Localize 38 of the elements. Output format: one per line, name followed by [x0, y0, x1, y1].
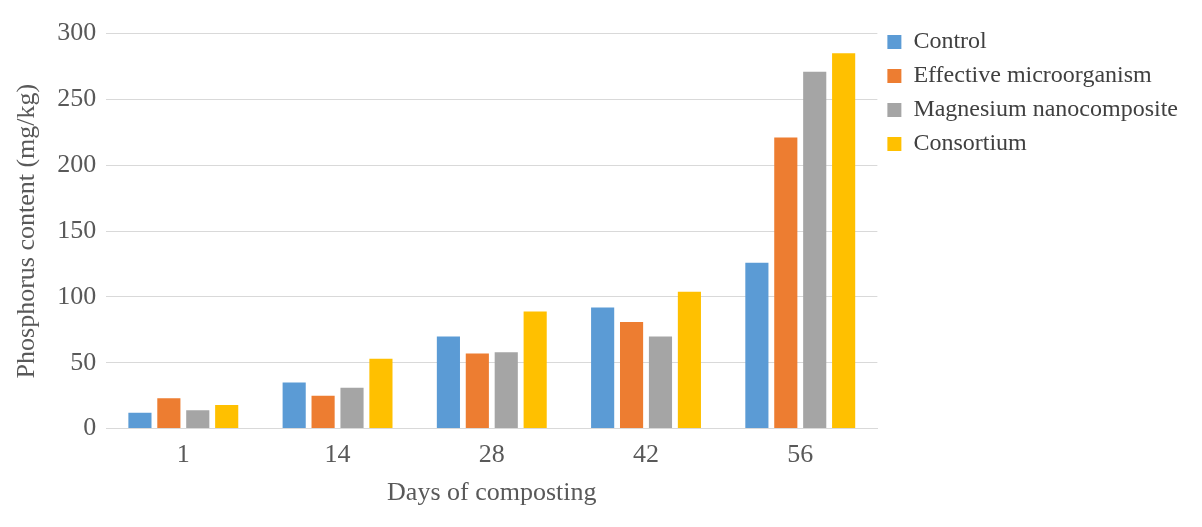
bar [677, 291, 701, 429]
legend-label: Consortium [913, 129, 1028, 156]
y-tick-label: 50 [70, 346, 97, 376]
y-tick-label: 150 [57, 214, 97, 244]
y-tick-label: 250 [57, 83, 97, 113]
x-tick-label: 14 [324, 439, 351, 469]
legend-label: Magnesium nanocomposite [913, 95, 1178, 122]
x-axis-title: Days of composting [387, 477, 597, 507]
y-tick-label: 0 [83, 412, 97, 442]
bar [774, 137, 798, 429]
x-tick-label: 1 [176, 439, 190, 469]
bar [311, 395, 335, 429]
bar [648, 336, 673, 429]
bar [436, 336, 460, 429]
bar [340, 387, 364, 429]
y-tick-label: 300 [57, 17, 97, 47]
y-tick-label: 100 [57, 280, 97, 310]
legend-label: Control [913, 27, 988, 54]
bar [128, 412, 152, 429]
bar [494, 352, 518, 429]
bar [745, 262, 769, 429]
bar [186, 410, 210, 429]
bar [465, 353, 489, 429]
bar [803, 71, 827, 429]
bar [591, 307, 615, 429]
bar [523, 311, 547, 429]
y-tick-label: 200 [57, 149, 97, 179]
bar [157, 398, 181, 429]
bar [620, 321, 644, 429]
legend-label: Effective microorganism [913, 61, 1153, 88]
x-tick-label: 42 [633, 439, 660, 469]
bar [282, 382, 306, 429]
bar [369, 358, 393, 429]
x-tick-label: 56 [787, 439, 814, 469]
bar [832, 53, 856, 429]
y-axis-title: Phosphorus content (mg/kg) [11, 83, 41, 379]
x-tick-label: 28 [478, 439, 505, 469]
bar [215, 404, 239, 429]
